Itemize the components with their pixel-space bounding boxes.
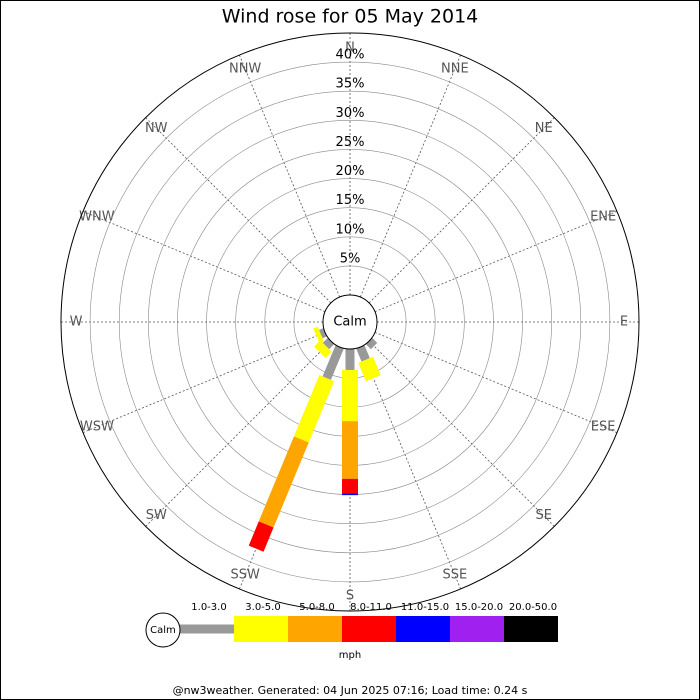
legend-label: 5.0-8.0 xyxy=(299,602,334,613)
footer: @nw3weather. Generated: 04 Jun 2025 07:1… xyxy=(173,684,528,697)
legend-label: 1.0-3.0 xyxy=(191,602,226,613)
legend-swatch xyxy=(396,616,450,642)
bar-segment xyxy=(342,493,358,496)
direction-label: WSW xyxy=(80,419,114,434)
legend-label: 8.0-11.0 xyxy=(350,602,392,613)
calm-circle xyxy=(322,294,378,350)
bar-segment xyxy=(293,375,335,443)
legend-label: 20.0-50.0 xyxy=(509,602,557,613)
calm-label: Calm xyxy=(333,315,366,330)
bar-segment xyxy=(356,345,370,362)
unit-label: mph xyxy=(339,650,361,661)
direction-label: E xyxy=(620,315,628,330)
direction-label: SSW xyxy=(230,568,260,583)
direction-label: N xyxy=(345,41,355,56)
bar-segment xyxy=(314,340,332,358)
bar-segment xyxy=(319,328,327,339)
bar-segment xyxy=(313,326,324,344)
legend-calm-circle xyxy=(145,612,181,648)
legend-swatch xyxy=(504,616,558,642)
bar-segment xyxy=(322,345,344,380)
bar-segment xyxy=(342,421,358,479)
direction-label: WNW xyxy=(79,210,115,225)
direction-label: S xyxy=(346,589,354,604)
r-tick-label: 5% xyxy=(340,251,361,266)
direction-label: NNW xyxy=(229,61,261,76)
legend-calm-label: Calm xyxy=(150,625,176,636)
r-tick-label: 30% xyxy=(336,106,365,121)
grid-ring xyxy=(118,90,582,554)
chart-title: Wind rose for 05 May 2014 xyxy=(222,6,479,28)
bar-segment xyxy=(258,436,309,528)
bar-segment xyxy=(342,369,358,422)
r-tick-label: 15% xyxy=(336,193,365,208)
legend-label: 15.0-20.0 xyxy=(455,602,503,613)
bar-segment xyxy=(342,478,358,494)
direction-label: ENE xyxy=(590,210,616,225)
r-tick-label: 20% xyxy=(336,164,365,179)
r-tick-label: 35% xyxy=(336,77,365,92)
bar-segment xyxy=(365,337,378,350)
legend-label: 3.0-5.0 xyxy=(245,602,280,613)
direction-label: SSE xyxy=(442,568,467,583)
direction-label: SE xyxy=(536,508,552,523)
direction-label: W xyxy=(70,315,83,330)
legend-swatch xyxy=(450,616,504,642)
direction-label: NNE xyxy=(441,61,469,76)
r-tick-label: 10% xyxy=(336,222,365,237)
grid-ring xyxy=(89,61,611,583)
direction-label: NW xyxy=(145,121,168,136)
legend-swatch xyxy=(234,616,288,642)
direction-label: ESE xyxy=(591,419,616,434)
r-tick-label: 40% xyxy=(336,48,365,63)
legend-swatch xyxy=(342,616,396,642)
bar-segment xyxy=(358,356,381,382)
outer-ring xyxy=(60,32,640,612)
grid-ring xyxy=(148,120,552,524)
legend-swatch xyxy=(180,624,234,634)
bar-segment xyxy=(345,349,355,370)
direction-label: NE xyxy=(535,121,553,136)
bar-segment xyxy=(248,521,274,552)
direction-label: SW xyxy=(146,508,167,523)
legend-label: 11.0-15.0 xyxy=(401,602,449,613)
legend-swatch xyxy=(288,616,342,642)
bar-segment xyxy=(322,337,335,350)
r-tick-label: 25% xyxy=(336,135,365,150)
